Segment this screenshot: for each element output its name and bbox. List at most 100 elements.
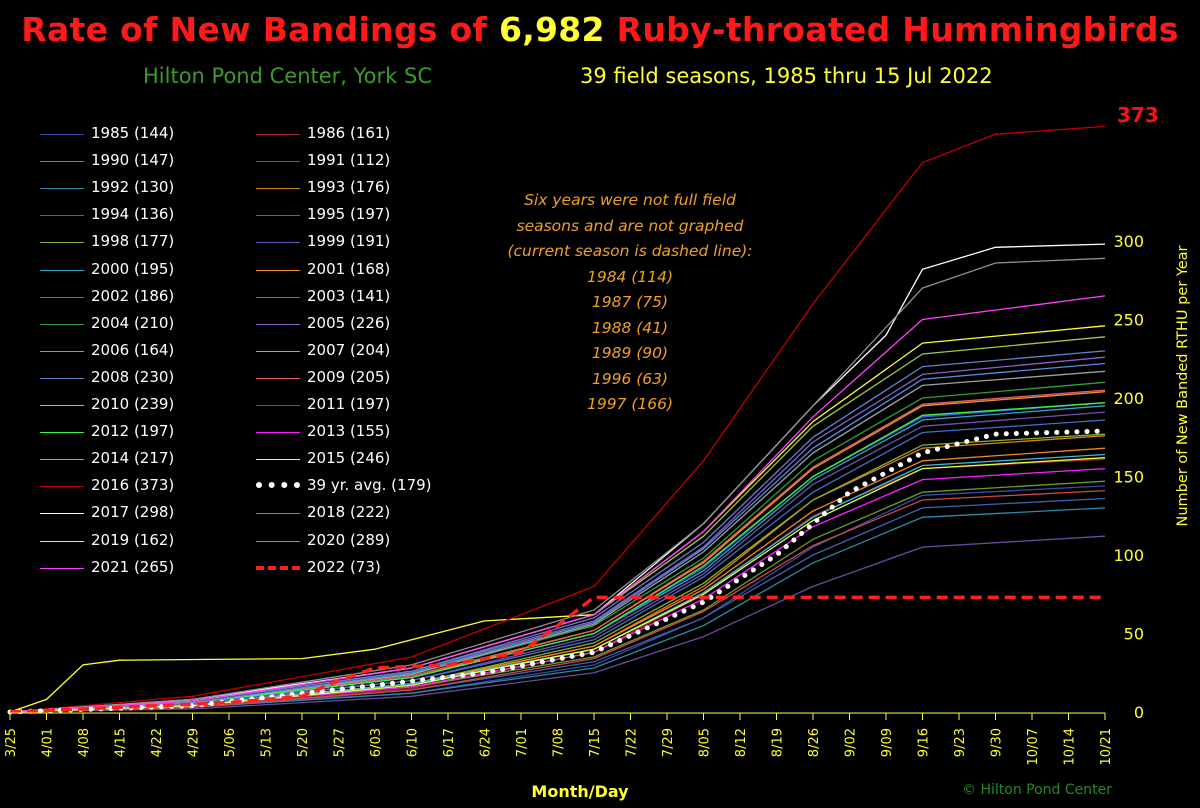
legend-swatch [256,459,300,461]
legend-label: 2016 (373) [91,476,175,495]
x-tick-label: 9/23 [953,728,968,757]
y-tick-label: 100 [1113,546,1144,565]
legend-label: 2014 (217) [91,449,175,468]
legend-label: 2006 (164) [91,340,175,359]
y-tick-label: 150 [1113,468,1144,487]
x-tick-label: 3/25 [4,728,19,757]
max-value-label: 373 [1117,103,1159,127]
legend-swatch [256,482,300,489]
legend-label: 1991 (112) [307,151,391,170]
x-tick-label: 6/17 [442,728,457,757]
legend-swatch [256,350,300,352]
series-line [7,428,1108,715]
x-tick-label: 10/14 [1063,728,1078,765]
legend-swatch [40,323,84,325]
legend-label: 39 yr. avg. (179) [307,476,432,495]
legend-label: 1986 (161) [307,124,391,142]
x-tick-label: 8/05 [698,728,713,757]
y-tick-label: 0 [1134,703,1144,722]
series-line [9,257,1106,713]
title-part1: Rate of New Bandings of [21,10,499,49]
x-tick-label: 5/13 [260,728,275,757]
legend-label: 2009 (205) [307,367,391,386]
x-tick-label: 7/01 [515,728,530,757]
legend-swatch [256,269,300,271]
x-tick-label: 4/08 [77,728,92,757]
series-line [9,535,1106,713]
x-tick-label: 8/12 [734,728,749,757]
legend-swatch [40,242,84,244]
x-tick-label: 8/19 [771,728,786,757]
note-line: seasons and are not graphed [516,216,744,235]
legend-label: 2022 (73) [307,557,381,576]
legend-label: 2000 (195) [91,259,175,278]
y-tick-label: 50 [1124,625,1144,644]
legend-swatch [40,567,84,569]
x-tick-label: 9/16 [917,728,932,757]
note-line: 1989 (90) [591,344,669,362]
y-axis: 0 50 100 150 200 250 300 [1113,232,1144,722]
legend-swatch [40,350,84,352]
legend-swatch [40,188,84,190]
legend-label: 1998 (177) [91,232,175,251]
series-line [9,419,1106,713]
legend-swatch [40,540,84,542]
series-line [9,295,1106,713]
legend-swatch [256,565,300,570]
y-tick-label: 250 [1113,311,1144,330]
legend-label: 2018 (222) [307,503,391,522]
x-tick-label: 9/02 [844,728,859,757]
legend-label: 1994 (136) [91,205,175,224]
series-layer [7,125,1108,715]
series-line [9,595,1105,714]
legend-label: 2002 (186) [91,286,175,305]
legend-swatch [40,432,84,434]
legend-swatch [256,296,300,298]
series-line [9,362,1106,713]
legend-label: 1995 (197) [307,205,391,224]
legend-swatch [40,405,84,406]
legend-swatch [40,134,84,135]
x-tick-label: 4/29 [187,728,202,757]
note-line: 1988 (41) [591,318,669,337]
legend-swatch [256,323,300,325]
legend-swatch [256,161,300,163]
x-tick-label: 8/26 [807,728,822,757]
x-tick-label: 4/15 [114,728,129,757]
x-tick-label: 7/22 [625,728,640,757]
note-line: 1987 (75) [591,293,669,311]
y-tick-label: 200 [1113,389,1144,408]
legend-swatch [40,513,84,515]
legend-swatch [256,513,300,515]
legend-label: 2011 (197) [307,395,391,413]
legend-swatch [40,161,84,163]
x-tick-label: 10/07 [1026,728,1041,765]
x-tick-label: 5/20 [296,728,311,757]
legend-label: 2005 (226) [307,313,391,332]
legend-label: 2019 (162) [91,530,175,549]
legend-label: 2004 (210) [91,313,175,332]
note-line: 1984 (114) [586,267,674,286]
legend-swatch [256,188,300,190]
note-line: 1997 (166) [586,395,674,413]
legend-swatch [256,540,300,542]
note-line: Six years were not full field [524,191,736,209]
subtitle-left: Hilton Pond Center, York SC [143,64,432,88]
copyright: © Hilton Pond Center [962,782,1112,798]
series-line [9,325,1106,713]
legend-swatch [256,242,300,244]
x-axis: 3/25 4/01 4/08 4/15 4/22 4/29 5/06 5/13 5/20 5/27… [4,712,1114,765]
x-tick-label: 5/06 [223,728,238,757]
x-tick-label: 6/10 [406,728,421,757]
legend-swatch [256,134,300,135]
chart-title: Rate of New Bandings of 6,982 Ruby-throa… [0,10,1200,49]
legend-swatch [40,486,84,488]
legend-swatch [256,215,300,217]
title-part2: Ruby-throated Hummingbirds [604,10,1179,49]
x-tick-label: 5/27 [333,728,348,757]
x-tick-label: 10/21 [1099,728,1114,765]
note-box: Six years were not full field seasons and… [465,188,795,418]
legend-swatch [40,296,84,298]
legend-swatch [40,269,84,271]
legend-label: 1985 (144) [91,124,175,142]
